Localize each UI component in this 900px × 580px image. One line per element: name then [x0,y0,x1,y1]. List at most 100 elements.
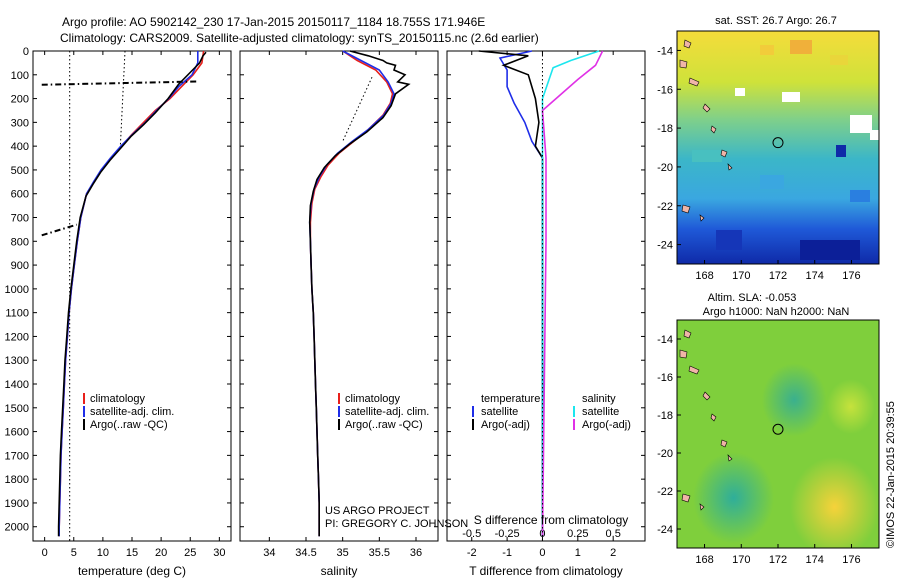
series-s-satellite [541,50,600,537]
depth-tick-label: 0 [23,46,29,58]
legend-label-s-satellite: satellite [582,406,619,418]
depth-tick-label: 300 [11,117,29,129]
difference-panel-frame [446,50,646,542]
series-argo-raw-qc [308,50,411,537]
depth-tick-label: 200 [11,94,29,106]
depth-tick-label: 1200 [5,331,29,343]
header-line-1: Argo profile: AO 5902142_230 17-Jan-2015… [62,15,485,29]
temperature-legend: climatology satellite-adj. clim. Argo(..… [83,393,174,431]
salinity-xlabel: salinity [321,564,358,578]
lat-tick-label: -20 [657,162,673,174]
series-satellite-adj-clim [308,50,395,537]
lon-tick-label: 174 [806,554,824,566]
x-tick-label: 5 [71,547,77,559]
depth-tick-label: 700 [11,213,29,225]
x-tick-label: 0 [539,547,545,559]
sst-pixel-block [692,150,722,162]
sst-pixel-block [830,55,848,65]
lat-tick-label: -16 [657,84,673,96]
depth-tick-label: 2000 [5,522,29,534]
legend-label-argo: Argo(..raw -QC) [345,419,423,431]
sst-pixel-block [850,115,872,133]
lat-tick-label: -24 [657,524,673,536]
series-satellite-adj-clim [58,51,199,537]
lat-tick-label: -16 [657,372,673,384]
sst-pixel-block [735,88,745,96]
chart-marks: 0 5 10 15 20 25 30 34 34.5 35 35.5 36 -2 -1 0 1 2 -0.5 -0.… [41,50,621,559]
lon-tick-label: 168 [695,554,713,566]
depth-tick-label: 1000 [5,284,29,296]
salinity-legend: climatology satellite-adj. clim. Argo(..… [338,393,429,431]
lat-tick-label: -22 [657,201,673,213]
lon-tick-label: 170 [732,270,750,282]
sst-map [676,30,880,265]
x-tick-label: -1 [502,547,512,559]
series-climatology [58,50,205,537]
lat-tick-label: -20 [657,448,673,460]
depth-tick-label: 500 [11,165,29,177]
sst-pixel-block [850,190,870,202]
float-position-marker [772,423,784,435]
sst-map-title: sat. SST: 26.7 Argo: 26.7 [715,15,837,27]
lat-tick-label: -24 [657,240,673,252]
x-tick-label: 15 [126,547,138,559]
temperature-panel-frame [32,50,232,542]
x-tick-label: 36 [410,547,422,559]
sst-pixel-block [836,145,846,157]
header-line-2: Climatology: CARS2009. Satellite-adjuste… [60,31,539,45]
lon-tick-label: 176 [842,554,860,566]
island-chain [679,39,733,222]
legend-label-t-argo: Argo(-adj) [481,419,530,431]
lat-tick-label: -22 [657,486,673,498]
legend-label-s-argo: Argo(-adj) [582,419,631,431]
x-tick-label-top: -0.5 [462,528,481,540]
series-t-argo-adj [478,50,544,537]
lon-tick-label: 174 [806,270,824,282]
qc-flag-line [41,223,77,237]
legend-label-climatology: climatology [90,393,146,405]
project-annotation-2: PI: GREGORY C. JOHNSON [325,518,468,530]
lon-tick-label: 170 [732,554,750,566]
depth-tick-label: 1800 [5,474,29,486]
lon-tick-label: 168 [695,270,713,282]
sst-pixel-block [716,230,742,250]
legend-label-t-satellite: satellite [481,406,518,418]
legend-label-argo: Argo(..raw -QC) [90,419,168,431]
series-s-argo-adj [541,50,604,537]
sst-pixel-block [760,175,784,189]
difference-xlabel-top: S difference from climatology [474,513,629,527]
lat-tick-label: -14 [657,334,673,346]
lat-tick-label: -14 [657,45,673,57]
lon-tick-label: 172 [769,270,787,282]
x-tick-label: 34 [263,547,275,559]
x-tick-label: 20 [155,547,167,559]
legend-label-satellite: satellite-adj. clim. [345,406,429,418]
temperature-xlabel: temperature (deg C) [78,564,186,578]
lat-tick-label: -18 [657,123,673,135]
depth-tick-label: 1600 [5,427,29,439]
x-tick-label: 0 [42,547,48,559]
legend-heading-salinity: salinity [582,393,616,405]
map-axes: 168 170 172 174 176 -14 -16 -18 -20 -22 -24 168 170 1… [657,45,861,566]
sst-pixel-block [800,240,860,260]
depth-tick-label: 1700 [5,450,29,462]
x-tick-label: 10 [97,547,109,559]
difference-legend: temperature satellite Argo(-adj) salinit… [472,393,631,431]
sla-map-title-1: Altim. SLA: -0.053 [708,292,797,304]
qc-flag-line [41,80,199,86]
sst-pixel-block [790,40,812,54]
project-annotation-1: US ARGO PROJECT [325,505,430,517]
legend-label-satellite: satellite-adj. clim. [90,406,174,418]
x-tick-label: 35 [337,547,349,559]
difference-xlabel: T difference from climatology [469,564,623,578]
sst-pixel-block [782,92,800,102]
sla-map-title-2: Argo h1000: NaN h2000: NaN [703,306,850,318]
depth-tick-label: 1100 [5,308,29,320]
depth-tick-label: 400 [11,141,29,153]
x-tick-label: 2 [610,547,616,559]
depth-tick-label: 1900 [5,498,29,510]
lon-tick-label: 172 [769,554,787,566]
float-position-marker [772,137,784,149]
lon-tick-label: 176 [842,270,860,282]
